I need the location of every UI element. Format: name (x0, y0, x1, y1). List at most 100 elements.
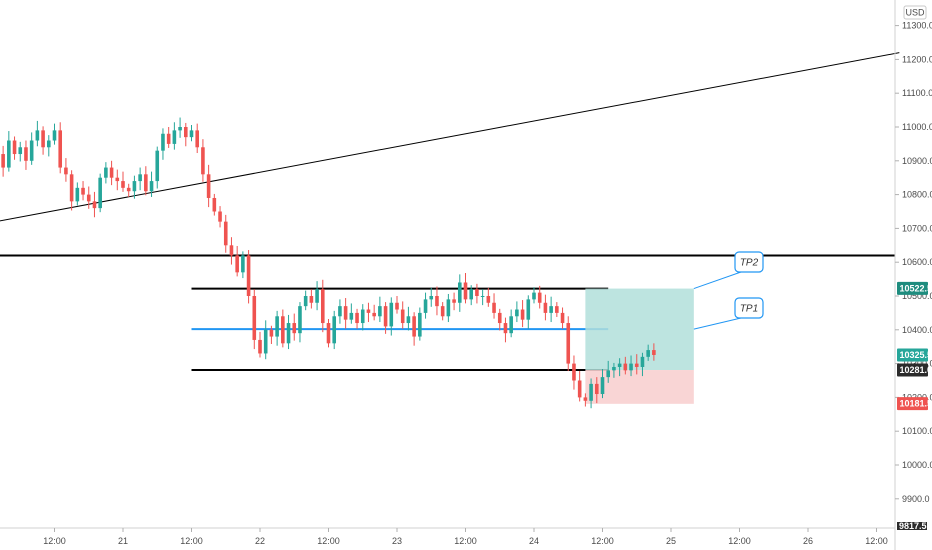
candle-body (281, 316, 285, 344)
candlesticks (1, 117, 656, 409)
candle-body (480, 296, 485, 297)
candle-body (275, 316, 279, 337)
candle-body (161, 133, 165, 151)
candle-body (144, 174, 148, 192)
candle-body (12, 140, 17, 155)
x-tick-label: 25 (666, 536, 676, 546)
y-tick-label: 10800.0 (902, 190, 932, 200)
candle-body (292, 323, 297, 334)
candle-body (189, 130, 194, 138)
x-tick-label: 12:00 (865, 536, 888, 546)
callout-box[interactable] (734, 297, 764, 319)
x-tick-label: 12:00 (180, 536, 203, 546)
time-axis[interactable]: 12:00 21 12:00 22 12:00 23 12:00 24 12:00 25 12:00… (0, 527, 895, 546)
candle-body (423, 299, 428, 313)
candle-body (246, 255, 251, 296)
y-tick-label: 10600.0 (902, 257, 932, 267)
candle-body (138, 174, 142, 182)
candle-body (178, 127, 182, 131)
candle-body (509, 316, 513, 334)
y-tick-label: 10900.0 (902, 156, 932, 166)
y-tick-label: 9900.0 (902, 494, 930, 504)
ascending-trendline[interactable] (0, 52, 900, 227)
candle-body (132, 181, 137, 192)
candle-body (646, 350, 650, 357)
callout-pointer (693, 271, 742, 290)
candle-body (18, 147, 23, 155)
candle-body (543, 302, 548, 313)
y-tick-label: 10500.0 (902, 291, 932, 301)
price-tag-label: 10281.0 (900, 365, 932, 375)
candle-body (206, 174, 211, 198)
candle-body (555, 306, 559, 313)
x-tick-label: 24 (529, 536, 539, 546)
price-tag (897, 348, 928, 362)
candle-body (560, 312, 565, 324)
candle-body (435, 296, 439, 307)
candle-body (252, 296, 257, 340)
currency-label: USD (905, 8, 925, 18)
candle-body (86, 194, 91, 202)
candle-body (366, 309, 371, 313)
candle-body (537, 292, 542, 303)
y-tick-label: 11200.0 (902, 54, 932, 64)
candle-body (269, 329, 274, 337)
candle-body (149, 181, 154, 192)
callout-box[interactable] (734, 251, 764, 273)
y-tick-label: 10000.0 (902, 460, 932, 470)
candle-body (583, 397, 588, 401)
candle-body (372, 312, 376, 317)
candle-body (412, 316, 416, 337)
candle-body (52, 130, 57, 141)
price-tag (897, 281, 928, 295)
candle-body (577, 380, 582, 398)
candle-body (298, 306, 302, 334)
candle-body (457, 282, 462, 303)
bottom-price-label: 9817.5 (899, 521, 927, 531)
candle-body (589, 383, 593, 401)
tp-callouts: TP2 TP1 (693, 251, 764, 330)
candle-body (223, 221, 228, 246)
x-tick-label: 12:00 (317, 536, 340, 546)
candle-body (652, 350, 656, 355)
candle-body (395, 302, 399, 310)
y-tick-label: 11000.0 (902, 122, 932, 132)
candle-body (115, 177, 120, 182)
price-tag (897, 397, 928, 411)
price-tag-label: 10325.5 (900, 350, 932, 360)
x-tick-label: 12:00 (591, 536, 614, 546)
candle-body (218, 211, 222, 222)
candle-body (469, 289, 474, 300)
candle-body (98, 177, 102, 209)
candle-body (515, 309, 519, 317)
candle-body (343, 306, 348, 320)
candle-body (549, 306, 553, 313)
currency-badge (903, 5, 927, 20)
candle-body (92, 201, 97, 209)
candle-body (35, 130, 40, 141)
candle-body (400, 309, 405, 324)
candle-body (383, 306, 388, 327)
profit-zone[interactable] (585, 288, 694, 371)
candle-body (286, 323, 291, 344)
x-tick-label: 12:00 (43, 536, 66, 546)
candle-body (406, 316, 411, 324)
candle-body (606, 370, 611, 378)
candle-body (378, 306, 382, 317)
candle-body (320, 289, 325, 324)
price-axis[interactable]: 9900.010000.010100.010200.010300.010400.… (894, 0, 932, 550)
x-tick-label: 22 (255, 536, 265, 546)
candle-body (172, 130, 177, 144)
trendline (0, 52, 900, 227)
candle-body (338, 306, 342, 317)
candle-body (440, 306, 445, 317)
candle-body (201, 147, 205, 175)
candle-body (600, 377, 605, 395)
candle-body (126, 187, 131, 192)
price-tag-label: 10181.5 (900, 399, 932, 409)
x-tick-label: 12:00 (454, 536, 477, 546)
x-tick-label: 12:00 (728, 536, 751, 546)
y-tick-label: 11100.0 (902, 88, 932, 98)
long-position-tool (585, 288, 694, 404)
